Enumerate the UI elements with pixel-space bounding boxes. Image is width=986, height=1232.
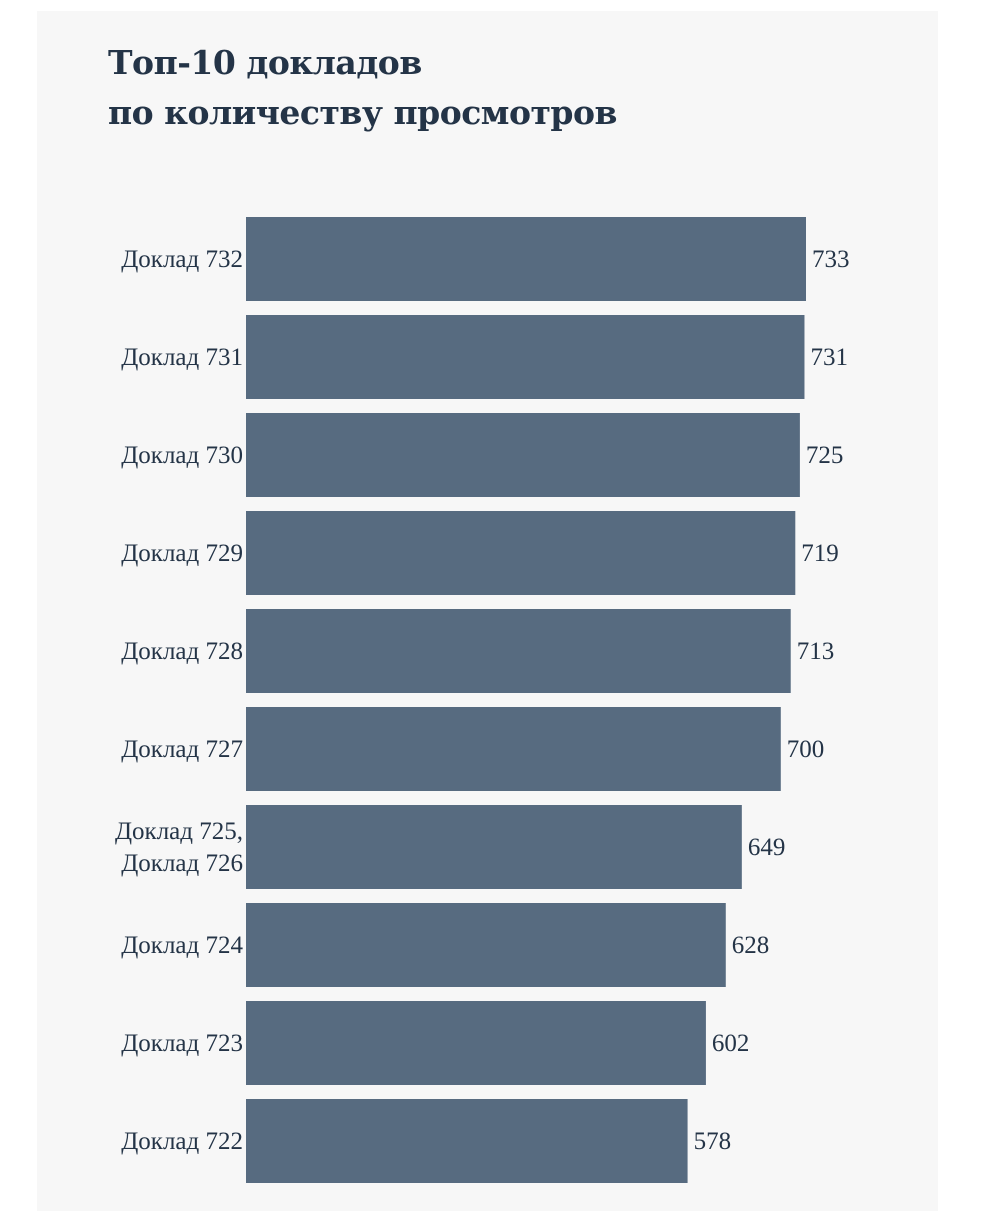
bar-value-label: 628	[732, 932, 770, 959]
bar	[246, 217, 806, 301]
chart-title: Топ-10 докладов по количеству просмотров	[108, 38, 617, 138]
category-label: Доклад 722	[121, 1128, 243, 1155]
bar-group: 713 Доклад 728	[121, 609, 834, 693]
bar-value-label: 700	[787, 736, 825, 763]
bar-value-label: 719	[801, 540, 839, 567]
category-label-line: Доклад 722	[121, 1128, 243, 1155]
category-label: Доклад 723	[121, 1030, 243, 1057]
category-label: Доклад 725, Доклад 726	[115, 818, 243, 877]
category-label: Доклад 729	[121, 540, 243, 567]
bar-group: 602 Доклад 723	[121, 1001, 749, 1085]
category-label: Доклад 731	[121, 344, 243, 371]
bar-value-label: 649	[748, 834, 786, 861]
category-label-line: Доклад 731	[121, 344, 243, 371]
bar	[246, 903, 726, 987]
category-label-line: Доклад 725,	[115, 818, 243, 845]
category-label-line: Доклад 724	[121, 932, 243, 959]
bar-value-label: 733	[812, 246, 850, 273]
category-label-line: Доклад 727	[121, 736, 243, 763]
bar	[246, 609, 791, 693]
category-label-line: Доклад 723	[121, 1030, 243, 1057]
bar	[246, 1001, 706, 1085]
chart-title-line-2: по количеству просмотров	[108, 93, 617, 132]
category-label: Доклад 728	[121, 638, 243, 665]
category-label-line: Доклад 726	[121, 850, 243, 877]
category-label: Доклад 732	[121, 246, 243, 273]
bar	[246, 1099, 688, 1183]
bar-group: 719 Доклад 729	[121, 511, 839, 595]
bar-value-label: 578	[694, 1128, 732, 1155]
bar	[246, 805, 742, 889]
category-label-line: Доклад 732	[121, 246, 243, 273]
bar-value-label: 731	[810, 344, 848, 371]
bar	[246, 707, 781, 791]
bar-value-label: 725	[806, 442, 844, 469]
category-label-line: Доклад 729	[121, 540, 243, 567]
chart-title-line-1: Топ-10 докладов	[108, 43, 422, 82]
category-label-line: Доклад 730	[121, 442, 243, 469]
bar-group: 700 Доклад 727	[121, 707, 824, 791]
bar-value-label: 713	[797, 638, 835, 665]
bar	[246, 315, 805, 399]
bar-group: 733 Доклад 732	[121, 217, 850, 301]
bar	[246, 413, 800, 497]
bar-group: 649 Доклад 725, Доклад 726	[115, 805, 785, 889]
category-label-line: Доклад 728	[121, 638, 243, 665]
bar-group: 731 Доклад 731	[121, 315, 848, 399]
bar-group: 578 Доклад 722	[121, 1099, 731, 1183]
bar-group: 628 Доклад 724	[121, 903, 769, 987]
bar	[246, 511, 796, 595]
category-label: Доклад 727	[121, 736, 243, 763]
bar-value-label: 602	[712, 1030, 750, 1057]
category-label: Доклад 730	[121, 442, 243, 469]
category-label: Доклад 724	[121, 932, 243, 959]
bar-group: 725 Доклад 730	[121, 413, 843, 497]
